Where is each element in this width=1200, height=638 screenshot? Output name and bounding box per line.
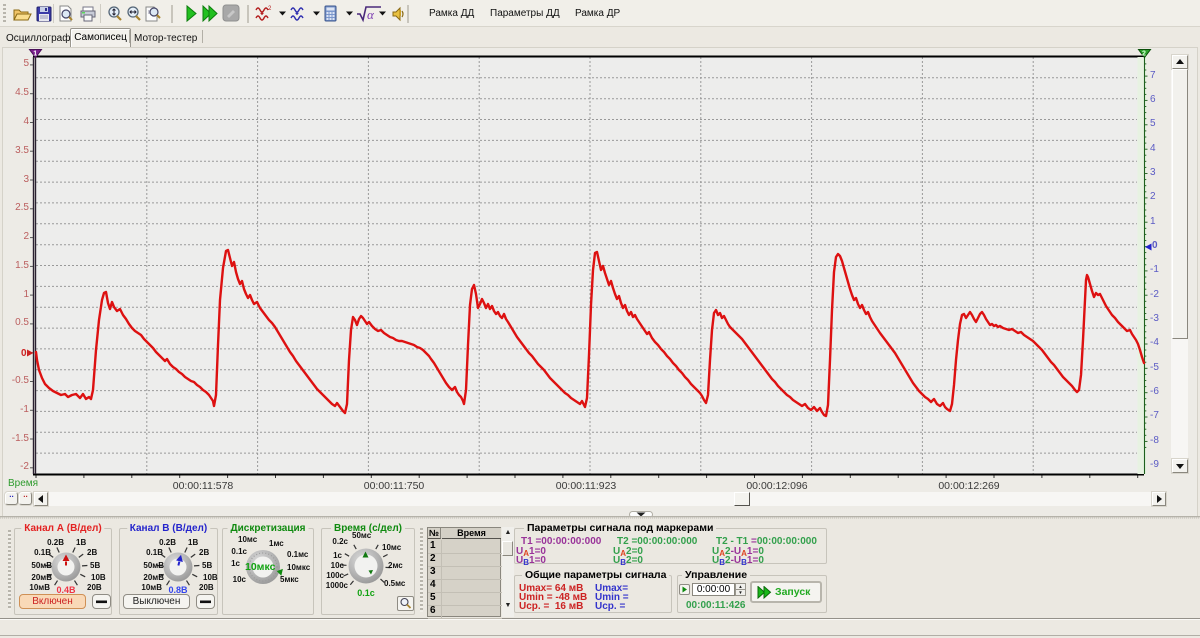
svg-text:0: 0 bbox=[21, 348, 27, 359]
svg-text:2: 2 bbox=[1142, 51, 1146, 58]
svg-text:2: 2 bbox=[268, 6, 272, 12]
svg-text:α: α bbox=[367, 7, 375, 22]
svg-text:1: 1 bbox=[33, 51, 37, 58]
